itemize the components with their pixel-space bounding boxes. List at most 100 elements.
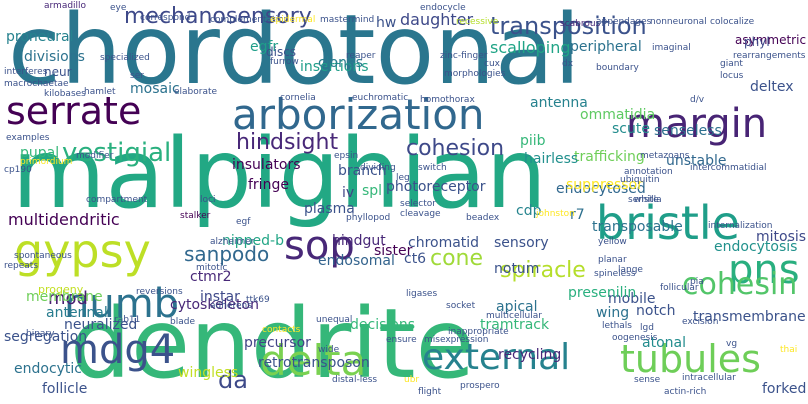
cloud-word: endocytic: [14, 361, 82, 377]
cloud-word: alzheimer: [210, 237, 255, 247]
cloud-word: yellow: [598, 237, 627, 247]
cloud-word: kilobases: [44, 89, 86, 99]
cloud-word: hindgut: [332, 233, 386, 249]
cloud-word: nipped-b: [222, 233, 284, 249]
cloud-word: interferes: [4, 67, 48, 77]
cloud-word: ctmr2: [190, 269, 232, 285]
cloud-word: primordium: [20, 157, 73, 167]
cloud-word: hamlet: [84, 87, 116, 97]
cloud-word: pns: [728, 247, 800, 293]
cloud-word: d/v: [690, 95, 705, 105]
cloud-word: piib: [520, 133, 546, 149]
cloud-word: wing: [596, 305, 630, 321]
cloud-word: endocycle: [420, 3, 466, 13]
cloud-word: macrochaetae: [4, 79, 69, 89]
cloud-word: morphologies: [444, 69, 506, 79]
cloud-word: elaborate: [174, 87, 218, 97]
cloud-word: pia: [690, 277, 704, 287]
cloud-word: asymmetric: [735, 33, 807, 47]
cloud-word: nonneuronal: [650, 17, 707, 27]
cloud-word: segregation: [4, 329, 88, 345]
cloud-word: tubules: [620, 337, 761, 381]
cloud-word: correspond: [140, 13, 191, 23]
cloud-word: epidermal: [270, 15, 316, 25]
cloud-word: misexpression: [424, 335, 489, 345]
cloud-word: sanpodo: [184, 242, 270, 266]
cloud-word: multidendritic: [8, 210, 120, 229]
cloud-word: eye: [110, 3, 127, 13]
cloud-word: blade: [170, 317, 195, 327]
cloud-word: lgd: [640, 323, 654, 333]
cloud-word: iv: [342, 185, 355, 201]
cloud-word: reaper: [346, 51, 376, 61]
cloud-word: wingless: [178, 365, 239, 381]
cloud-word: thai: [780, 345, 798, 355]
cloud-word: white: [634, 195, 659, 205]
cloud-word: binary: [26, 329, 55, 339]
cloud-word: flight: [418, 387, 442, 397]
cloud-word: rab11: [114, 315, 141, 325]
cloud-word: insertions: [300, 59, 369, 75]
cloud-word: vestigial: [62, 138, 172, 168]
cloud-word: cohesion: [406, 136, 505, 161]
cloud-word: cohesin: [682, 267, 798, 302]
cloud-word: insulators: [232, 157, 301, 173]
cloud-word: photoreceptor: [386, 179, 486, 195]
cloud-word: cone: [430, 246, 484, 271]
cloud-word: armadillo: [44, 1, 87, 11]
cloud-word: progeny: [38, 283, 84, 296]
cloud-word: reversions: [136, 287, 183, 297]
cloud-word: tramtrack: [480, 317, 550, 333]
cloud-word: delta: [260, 336, 367, 385]
cloud-word: complementation: [210, 15, 290, 25]
cloud-word: plasma: [304, 201, 355, 217]
cloud-word: da: [218, 366, 248, 394]
cloud-word: oogenesis: [612, 333, 658, 343]
cloud-word: spl: [362, 183, 383, 199]
cloud-word: mechanosensory: [124, 4, 312, 29]
cloud-word: senseless: [654, 123, 722, 139]
cloud-word: egf: [236, 217, 251, 227]
cloud-word: forked: [762, 381, 807, 397]
cloud-word: annotation: [624, 167, 673, 177]
cloud-word: lethals: [602, 321, 632, 331]
cloud-word: ubr: [404, 375, 420, 385]
cloud-word: cp190: [4, 165, 32, 175]
cloud-word: wide: [318, 345, 340, 355]
cloud-word: instar: [200, 289, 240, 305]
cloud-word: atonal: [642, 335, 686, 351]
cloud-word: prospero: [460, 381, 500, 391]
cloud-word: peripheral: [570, 39, 642, 55]
cloud-word: proneural: [6, 29, 74, 45]
cloud-word: spineless: [594, 269, 636, 279]
cloud-word: clones: [318, 55, 363, 71]
cloud-word: colocalize: [710, 17, 755, 27]
cloud-word: hindsight: [236, 130, 339, 155]
cloud-word: sensilla: [628, 195, 662, 205]
cloud-word: notum: [494, 261, 540, 277]
cloud-word: dendrite: [70, 288, 475, 400]
cloud-word: transposable: [592, 219, 683, 235]
cloud-word: homothorax: [420, 95, 475, 105]
cloud-word: zinc-finger: [440, 51, 488, 61]
cloud-word: rearrangements: [733, 51, 806, 61]
cloud-word: mobile: [608, 291, 656, 307]
cloud-word: arborization: [232, 90, 485, 139]
cloud-word: transmembrane: [693, 309, 806, 325]
cloud-word: serrate: [6, 89, 142, 133]
cloud-word: divisions: [24, 49, 85, 65]
cloud-word: socket: [446, 301, 476, 311]
cloud-word: antenna: [530, 95, 588, 111]
cloud-word: adherens: [210, 301, 252, 311]
cloud-word: euchromatic: [352, 93, 409, 103]
cloud-word: dx: [562, 59, 574, 69]
cloud-word: dividing: [360, 163, 396, 173]
cloud-word: cux: [484, 59, 500, 69]
cloud-word: bristle: [596, 196, 740, 250]
cloud-word: furrow: [270, 57, 299, 67]
cloud-word: scute: [612, 121, 650, 137]
cloud-word: retrotransposon: [258, 355, 370, 371]
cloud-word: compartment: [86, 195, 148, 205]
cloud-word: unstable: [666, 153, 727, 169]
